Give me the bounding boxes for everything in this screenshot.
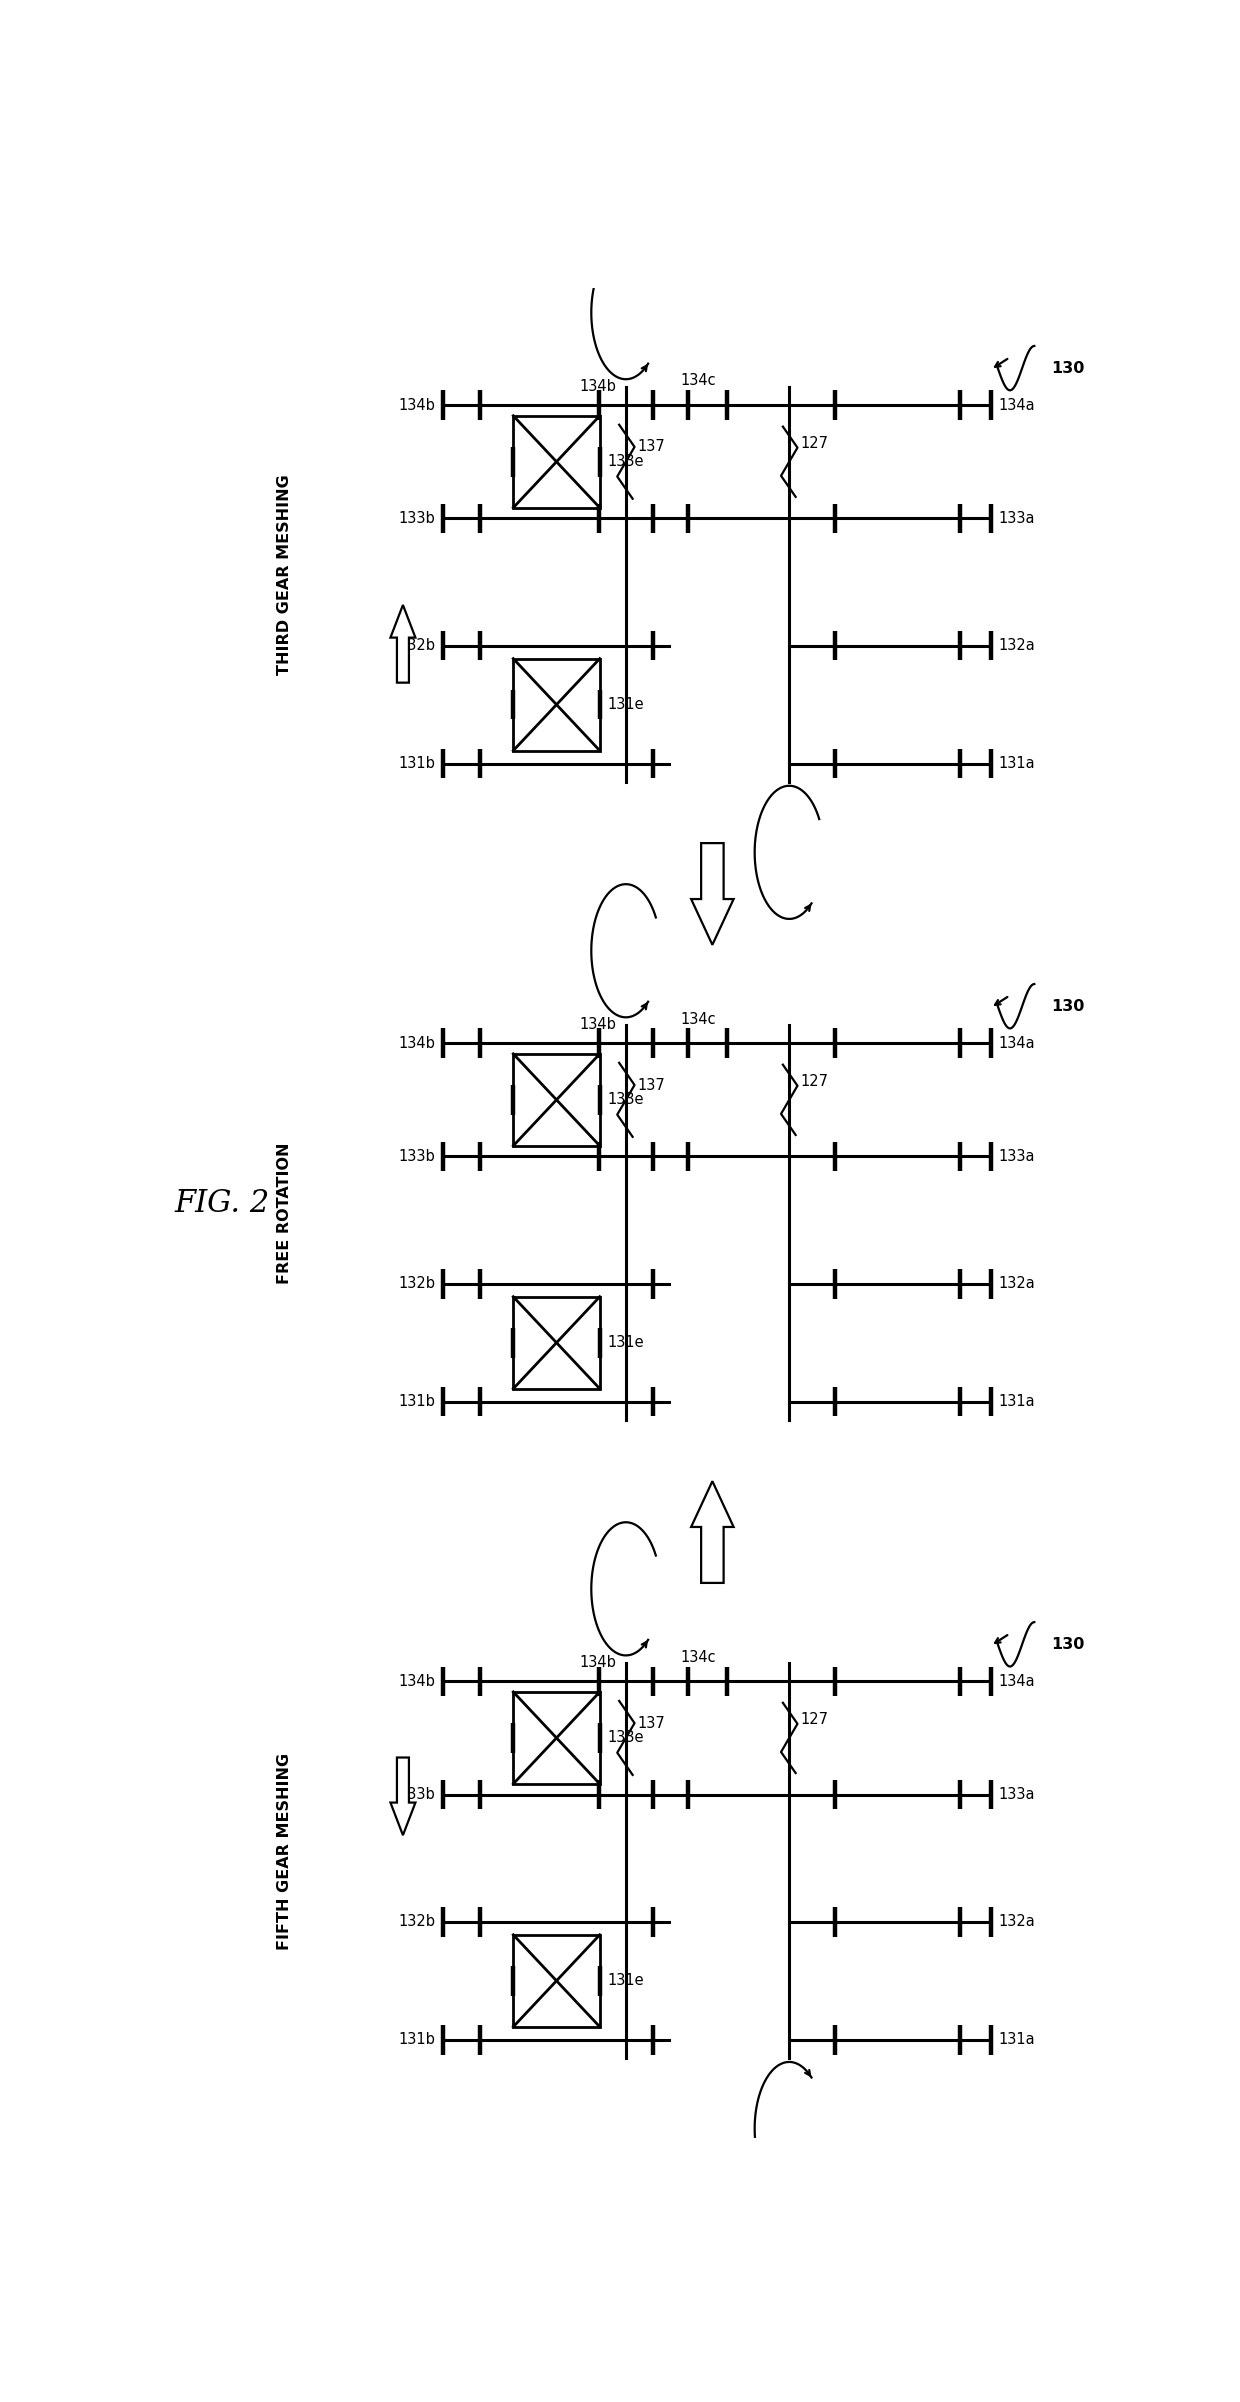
- Text: 133a: 133a: [998, 512, 1035, 526]
- Polygon shape: [691, 843, 734, 944]
- Text: 131e: 131e: [608, 1974, 644, 1989]
- Text: 130: 130: [1052, 999, 1085, 1014]
- Text: 132a: 132a: [998, 639, 1035, 653]
- Text: 133a: 133a: [998, 1787, 1035, 1802]
- Bar: [513, 1936, 600, 2027]
- Text: THIRD GEAR MESHING: THIRD GEAR MESHING: [278, 476, 293, 675]
- Text: 131b: 131b: [399, 757, 435, 771]
- Text: 133b: 133b: [399, 1787, 435, 1802]
- Text: 134b: 134b: [579, 380, 616, 394]
- Text: 131b: 131b: [399, 2032, 435, 2047]
- Text: 133b: 133b: [399, 1148, 435, 1165]
- Text: 134c: 134c: [681, 372, 715, 389]
- Text: 134c: 134c: [681, 1011, 715, 1026]
- Bar: [513, 658, 600, 749]
- Text: 134a: 134a: [998, 1035, 1035, 1050]
- Polygon shape: [391, 605, 415, 682]
- Text: 131a: 131a: [998, 757, 1035, 771]
- Text: 134b: 134b: [579, 1016, 616, 1033]
- Text: 134a: 134a: [998, 1674, 1035, 1689]
- Text: 134b: 134b: [399, 399, 435, 413]
- Text: 131a: 131a: [998, 1393, 1035, 1410]
- Text: 134a: 134a: [998, 399, 1035, 413]
- Text: 137: 137: [637, 1078, 665, 1093]
- Text: 131e: 131e: [608, 697, 644, 711]
- Text: 127: 127: [801, 435, 828, 452]
- Text: 132b: 132b: [398, 1914, 435, 1929]
- Polygon shape: [691, 1482, 734, 1583]
- Text: FIG. 2: FIG. 2: [175, 1189, 270, 1220]
- Text: 131b: 131b: [399, 1393, 435, 1410]
- Text: FREE ROTATION: FREE ROTATION: [278, 1143, 293, 1283]
- Text: 134c: 134c: [681, 1650, 715, 1665]
- Bar: [513, 1691, 600, 1785]
- Text: 134b: 134b: [399, 1674, 435, 1689]
- Text: 132b: 132b: [398, 639, 435, 653]
- Text: 133e: 133e: [608, 454, 644, 468]
- Text: 133e: 133e: [608, 1729, 644, 1746]
- Bar: [513, 1297, 600, 1388]
- Text: 130: 130: [1052, 1636, 1085, 1653]
- Text: 132b: 132b: [398, 1275, 435, 1292]
- Text: 132a: 132a: [998, 1914, 1035, 1929]
- Text: 131e: 131e: [608, 1336, 644, 1350]
- Text: 133a: 133a: [998, 1148, 1035, 1165]
- Text: 133b: 133b: [399, 512, 435, 526]
- Text: 137: 137: [637, 440, 665, 454]
- Text: 134b: 134b: [399, 1035, 435, 1050]
- Text: 137: 137: [637, 1715, 665, 1729]
- Text: 133e: 133e: [608, 1093, 644, 1107]
- Polygon shape: [391, 1758, 415, 1835]
- Text: 127: 127: [801, 1074, 828, 1088]
- Bar: [513, 1054, 600, 1146]
- Text: 131a: 131a: [998, 2032, 1035, 2047]
- Text: 130: 130: [1052, 360, 1085, 375]
- Text: 127: 127: [801, 1713, 828, 1727]
- Text: 134b: 134b: [579, 1655, 616, 1669]
- Text: FIFTH GEAR MESHING: FIFTH GEAR MESHING: [278, 1753, 293, 1950]
- Text: 132a: 132a: [998, 1275, 1035, 1292]
- Bar: [513, 416, 600, 507]
